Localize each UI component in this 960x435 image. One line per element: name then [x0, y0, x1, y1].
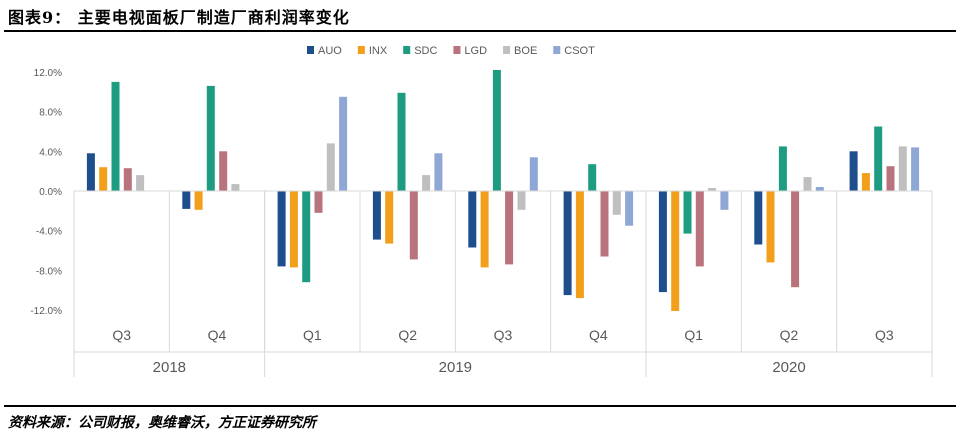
- y-tick-label: 12.0%: [34, 68, 62, 79]
- bar-lgd: [695, 191, 704, 267]
- bar-boe: [231, 184, 240, 191]
- bar-lgd: [791, 191, 800, 288]
- bar-sdc: [111, 81, 120, 191]
- bar-boe: [612, 191, 621, 215]
- x-category-label: Q4: [208, 327, 227, 343]
- x-category-label: Q3: [494, 327, 513, 343]
- bar-csot: [529, 157, 538, 191]
- y-axis: 12.0% 8.0% 4.0% 0.0% -4.0% -8.0% -12.0%: [30, 68, 62, 317]
- y-tick-label: -4.0%: [36, 227, 62, 238]
- bar-sdc: [588, 164, 597, 191]
- bar-inx: [480, 191, 489, 268]
- y-tick-label: 4.0%: [39, 147, 62, 158]
- bar-csot: [720, 191, 729, 210]
- bar-auo: [182, 191, 191, 209]
- x-category-label: Q2: [780, 327, 799, 343]
- x-category-label: Q2: [398, 327, 417, 343]
- legend: AUO INX SDC LGD BOE CSOT: [307, 45, 595, 57]
- bar-inx: [861, 173, 870, 191]
- bar-lgd: [314, 191, 323, 213]
- legend-swatch-csot: [553, 46, 561, 54]
- bar-boe: [803, 177, 812, 191]
- x-category-label: Q3: [875, 327, 894, 343]
- x-axis: Q3 Q4 Q1 Q2 Q3 Q4 Q1 Q2 Q3 2018 2019 2020: [73, 191, 933, 377]
- bar-auo: [468, 191, 477, 248]
- x-category-label: Q4: [589, 327, 608, 343]
- bar-lgd: [886, 166, 895, 191]
- bar-csot: [625, 191, 634, 226]
- bar-inx: [289, 191, 298, 268]
- bar-inx: [194, 191, 203, 210]
- bar-sdc: [492, 70, 501, 191]
- figure-title: 图表9： 主要电视面板厂制造厂商利润率变化: [8, 8, 350, 27]
- bar-auo: [563, 191, 572, 296]
- bar-sdc: [302, 191, 311, 283]
- y-tick-label: -8.0%: [36, 266, 62, 277]
- x-category-label: Q1: [303, 327, 322, 343]
- x-year-label: 2020: [772, 359, 805, 376]
- x-year-label: 2019: [439, 359, 472, 376]
- legend-swatch-boe: [503, 46, 511, 54]
- bar-boe: [517, 191, 526, 210]
- bar-auo: [372, 191, 381, 240]
- bar-boe: [326, 143, 335, 191]
- bar-inx: [99, 167, 108, 191]
- legend-label-inx: INX: [369, 45, 388, 57]
- legend-swatch-lgd: [453, 46, 461, 54]
- x-category-label: Q1: [684, 327, 703, 343]
- bar-sdc: [397, 92, 406, 191]
- legend-label-auo: AUO: [318, 45, 342, 57]
- legend-label-boe: BOE: [514, 45, 537, 57]
- bar-csot: [911, 147, 920, 191]
- bar-boe: [898, 146, 907, 191]
- bar-auo: [658, 191, 667, 293]
- legend-label-csot: CSOT: [564, 45, 595, 57]
- bar-lgd: [219, 151, 228, 191]
- x-year-label: 2018: [153, 359, 186, 376]
- bar-lgd: [409, 191, 418, 260]
- bars: [74, 70, 932, 311]
- top-rule: [4, 30, 956, 32]
- bar-auo: [849, 151, 858, 191]
- bottom-rule: [4, 405, 956, 407]
- bar-boe: [136, 175, 145, 191]
- legend-swatch-sdc: [403, 46, 411, 54]
- bar-lgd: [505, 191, 514, 265]
- bar-auo: [277, 191, 286, 267]
- bar-inx: [385, 191, 394, 244]
- bar-csot: [434, 153, 443, 191]
- margin-chart: AUO INX SDC LGD BOE CSOT 12.0% 8.0% 4.0% 0.0% -4.…: [30, 45, 933, 377]
- bar-lgd: [600, 191, 609, 257]
- bar-inx: [575, 191, 584, 299]
- bar-boe: [708, 188, 717, 191]
- legend-label-sdc: SDC: [414, 45, 437, 57]
- x-category-label: Q3: [112, 327, 131, 343]
- bar-sdc: [778, 146, 787, 191]
- y-tick-label: -12.0%: [30, 306, 62, 317]
- y-tick-label: 0.0%: [39, 187, 62, 198]
- source-note: 资料来源：公司财报，奥维睿沃，方正证券研究所: [8, 415, 316, 431]
- bar-inx: [671, 191, 680, 311]
- bar-sdc: [206, 85, 215, 191]
- legend-label-lgd: LGD: [464, 45, 487, 57]
- legend-swatch-inx: [357, 46, 365, 54]
- bar-sdc: [874, 126, 883, 191]
- bar-inx: [766, 191, 775, 263]
- bar-auo: [754, 191, 763, 245]
- bar-csot: [339, 96, 348, 191]
- bar-lgd: [123, 168, 132, 191]
- y-tick-label: 8.0%: [39, 108, 62, 119]
- bar-auo: [86, 153, 95, 191]
- bar-csot: [815, 187, 824, 191]
- bar-sdc: [683, 191, 692, 234]
- bar-boe: [422, 175, 431, 191]
- legend-swatch-auo: [307, 46, 314, 54]
